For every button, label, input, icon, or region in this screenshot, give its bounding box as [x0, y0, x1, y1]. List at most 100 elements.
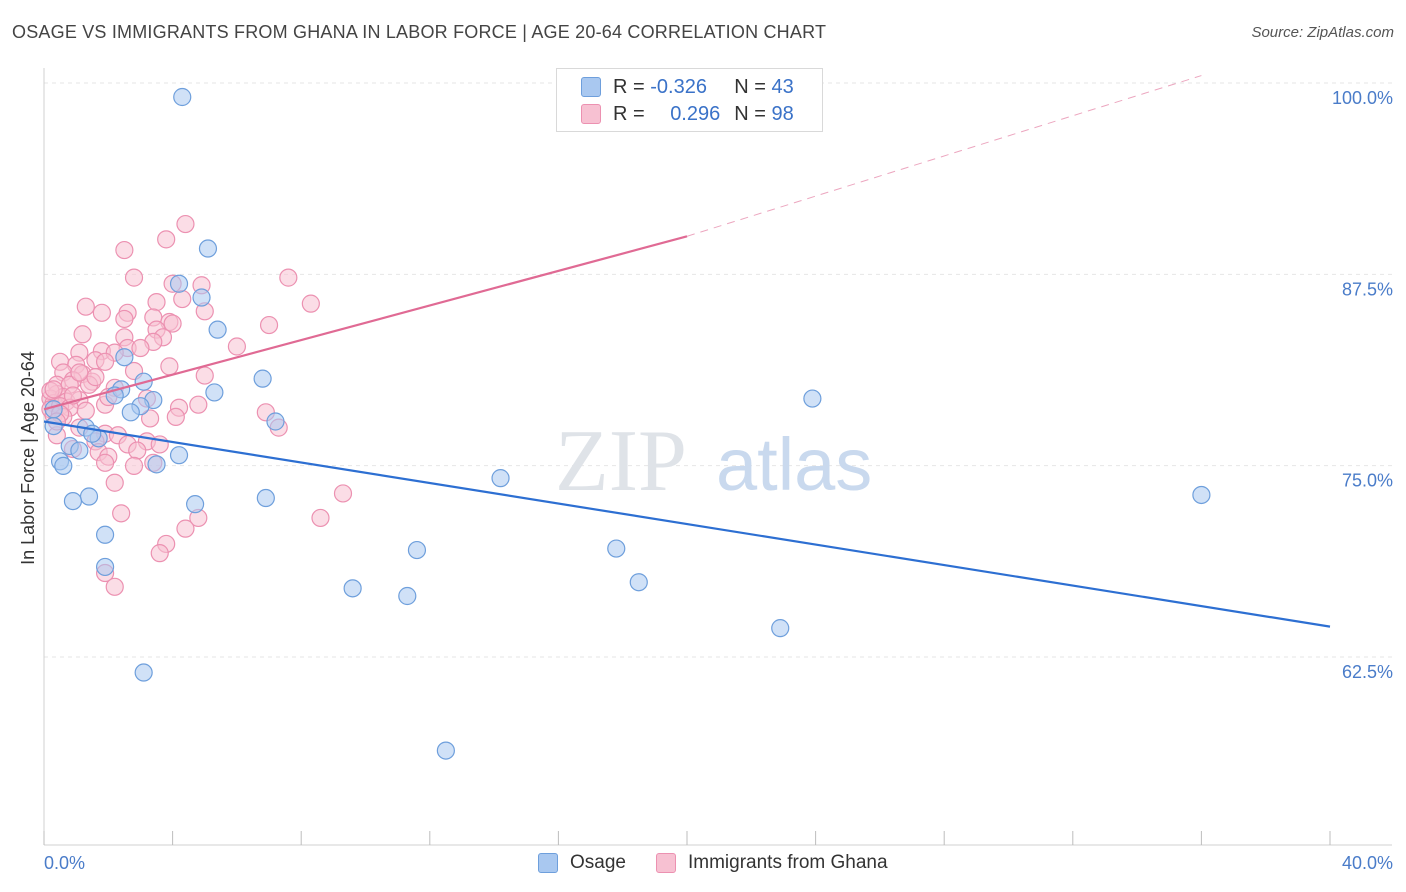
legend-n-label: N = — [734, 75, 772, 98]
legend-r-value-osage: -0.326 — [650, 75, 707, 98]
osage-point — [44, 416, 63, 436]
ghana-point — [150, 544, 169, 563]
osage-point — [198, 239, 218, 258]
osage-trend-line — [43, 420, 1331, 628]
ghana-point — [124, 268, 144, 287]
x-tick-label: 40.0% — [1342, 853, 1393, 873]
ghana-point — [115, 240, 134, 260]
legend-r-value-ghana: 0.296 — [670, 102, 721, 125]
ghana-point — [147, 293, 166, 312]
legend-n-value-osage: 43 — [771, 75, 794, 98]
ghana-point — [115, 309, 134, 329]
osage-point — [266, 412, 285, 431]
y-axis-title: In Labor Force | Age 20-64 — [18, 351, 38, 565]
ghana-point — [311, 508, 330, 528]
ghana-point — [195, 366, 214, 385]
ghana-point — [44, 380, 63, 399]
osage-point — [205, 383, 224, 402]
watermark-zip: ZIP — [555, 413, 687, 510]
ghana-point — [157, 230, 176, 249]
osage-point — [95, 557, 115, 577]
legend-n-value-ghana: 98 — [771, 102, 794, 125]
ghana-point — [166, 407, 185, 427]
trend-lines — [43, 75, 1331, 628]
y-tick-label: 62.5% — [1342, 662, 1393, 682]
legend-r-label: R = — [613, 102, 651, 125]
y-tick-label: 87.5% — [1342, 279, 1393, 299]
ghana-point — [95, 352, 115, 371]
ghana-trend-line — [43, 235, 688, 411]
ghana-trend-extension — [686, 75, 1202, 237]
osage-point — [121, 403, 140, 422]
legend-row-osage: R = -0.326 N = 43 — [581, 75, 794, 99]
ghana-point — [176, 519, 195, 538]
watermark: ZIP atlas — [555, 413, 872, 510]
ghana-point — [105, 473, 124, 492]
ghana-legend-swatch — [655, 853, 676, 873]
osage-point — [208, 320, 227, 339]
osage-point — [343, 579, 362, 598]
osage-point — [173, 87, 192, 107]
ghana-point — [70, 363, 89, 382]
osage-point — [63, 491, 83, 511]
ghana-point — [227, 337, 246, 356]
osage-point — [491, 469, 510, 488]
osage-point — [629, 573, 648, 592]
chart-title: OSAGE VS IMMIGRANTS FROM GHANA IN LABOR … — [12, 22, 827, 42]
y-tick-label: 100.0% — [1332, 88, 1393, 108]
axes — [43, 68, 1392, 846]
legend-item-ghana[interactable]: Immigrants from Ghana — [655, 852, 888, 874]
osage-point — [115, 348, 134, 367]
osage-swatch — [581, 77, 601, 97]
ghana-point — [76, 297, 95, 316]
legend-row-ghana: R = 0.296 N = 98 — [581, 102, 794, 126]
ghana-point — [92, 303, 111, 322]
osage-point — [79, 487, 99, 506]
y-tick-label: 75.0% — [1342, 471, 1393, 491]
ghana-point — [105, 577, 124, 596]
legend-item-osage[interactable]: Osage — [538, 852, 626, 874]
ghana-point — [176, 214, 195, 234]
osage-point — [253, 369, 272, 388]
x-tick-label: 0.0% — [44, 853, 85, 873]
ghana-point — [301, 294, 320, 313]
series-legend: Osage Immigrants from Ghana — [538, 852, 918, 874]
legend-n-label: N = — [734, 102, 772, 125]
osage-point — [607, 539, 626, 558]
osage-point — [95, 525, 115, 544]
ghana-point — [189, 395, 208, 414]
osage-point — [134, 663, 153, 682]
ghana-point — [259, 315, 279, 335]
osage-point — [771, 619, 790, 638]
osage-point — [398, 586, 417, 606]
osage-point — [192, 288, 211, 307]
ghana-point — [173, 289, 192, 309]
osage-point — [407, 540, 427, 560]
osage-legend-swatch — [538, 853, 558, 873]
ghana-point — [131, 338, 150, 358]
osage-point — [169, 274, 189, 293]
tick-labels: 62.5% 75.0% 87.5% 100.0% 0.0% 40.0% — [44, 88, 1393, 873]
ghana-point — [112, 504, 131, 523]
watermark-atlas: atlas — [716, 423, 872, 506]
osage-point — [186, 495, 205, 514]
ghana-point — [160, 357, 179, 376]
legend-label-osage: Osage — [570, 852, 626, 873]
osage-series — [44, 87, 1211, 760]
ghana-point — [86, 368, 105, 387]
osage-point — [169, 446, 189, 465]
legend-r-label: R = — [613, 75, 651, 98]
osage-point — [1192, 485, 1211, 505]
ghana-point — [76, 401, 95, 420]
ghana-point — [333, 484, 353, 503]
gridlines — [44, 82, 1392, 658]
osage-point — [803, 389, 822, 408]
osage-point — [147, 455, 166, 474]
ghana-point — [279, 268, 298, 287]
ghana-point — [140, 409, 160, 428]
ghana-point — [73, 325, 92, 344]
osage-point — [436, 741, 455, 760]
ghana-point — [124, 456, 144, 475]
legend-label-ghana: Immigrants from Ghana — [687, 852, 888, 873]
